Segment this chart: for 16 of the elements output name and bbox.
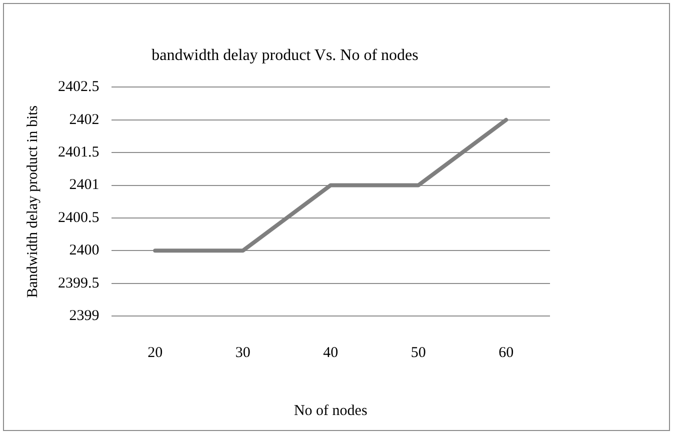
x-axis-title: No of nodes	[294, 402, 368, 419]
x-tick-label: 50	[410, 344, 426, 361]
y-tick-label: 2400	[69, 242, 100, 259]
y-tick-label: 2400.5	[58, 210, 100, 226]
y-tick-label: 2399.5	[58, 275, 100, 292]
x-tick-label: 40	[323, 344, 338, 361]
y-tick-label: 2399	[69, 308, 100, 324]
chart-title: bandwidth delay product Vs. No of nodes	[152, 46, 418, 64]
y-tick-label: 2402.5	[58, 79, 100, 96]
y-axis-title: Bandwidth delay product in bits	[24, 105, 41, 298]
y-tick-label: 2401	[69, 177, 100, 194]
x-tick-label: 20	[148, 344, 163, 361]
y-tick-label: 2401.5	[58, 144, 100, 161]
x-tick-label: 30	[235, 344, 250, 361]
y-tick-label: 2402	[69, 112, 100, 128]
x-tick-label: 60	[498, 344, 514, 361]
